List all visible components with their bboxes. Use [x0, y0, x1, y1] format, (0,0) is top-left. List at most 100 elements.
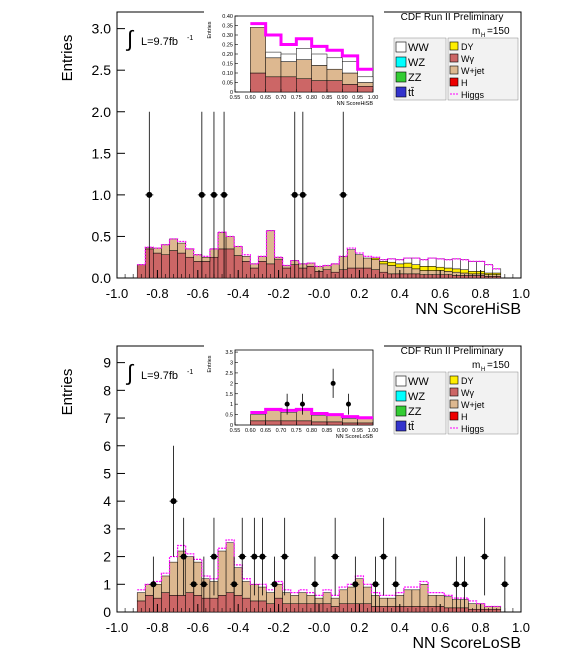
bar-wjet	[169, 561, 178, 596]
y-tick-label: 9	[103, 355, 111, 371]
bar-ww	[435, 258, 445, 268]
x-axis-title: NN ScoreHiSB	[415, 301, 521, 318]
bar-dy	[427, 266, 437, 271]
x-tick-label: 0.8	[472, 620, 490, 635]
inset-y-tick-label: 3.5	[225, 350, 233, 356]
legend-swatch-wz	[395, 56, 407, 68]
bar-dy	[387, 261, 397, 266]
x-tick-label: 0.6	[431, 620, 449, 635]
data-point	[281, 553, 288, 560]
lumi-sup: -1	[187, 35, 193, 42]
y-tick-label: 7	[103, 410, 111, 426]
y-tick-label: 0	[103, 604, 111, 620]
y-tick-label: 1.5	[92, 145, 112, 161]
bar-wjet	[419, 584, 429, 607]
bar-wjet	[355, 254, 364, 269]
inset-bar-wjet	[296, 59, 312, 79]
bar-ww	[411, 257, 421, 265]
y-tick-label: 4	[103, 493, 111, 509]
inset-bar-wgamma	[280, 76, 297, 93]
mass-label: m	[472, 360, 480, 371]
inset-bar-wjet	[357, 418, 374, 424]
bar-wjet	[201, 256, 211, 262]
inset-y-tick-label: 0.15	[222, 62, 233, 68]
legend-label-h: H	[461, 412, 468, 422]
inset-bar-wgamma	[296, 420, 312, 426]
bar-wjet	[241, 581, 251, 599]
inset-x-tick-label: 0.80	[306, 428, 317, 434]
inset-y-tick-label: 0	[230, 90, 233, 96]
integral-symbol: ∫	[125, 360, 135, 385]
y-axis-title: Entries	[59, 369, 76, 416]
bar-wjet	[443, 596, 453, 609]
legend-label-wgamma: Wγ	[461, 54, 474, 64]
x-tick-label: 0.4	[391, 620, 409, 635]
bar-wjet	[177, 242, 186, 254]
x-tick-label: -0.4	[227, 620, 249, 635]
legend-label-higgs: Higgs	[461, 90, 485, 100]
inset-bar-wjet	[342, 418, 358, 424]
y-tick-label: 1	[103, 576, 111, 592]
bar-wgamma	[217, 248, 227, 279]
bar-ww	[492, 268, 502, 274]
data-point	[501, 581, 508, 588]
bar-dy	[371, 257, 380, 260]
data-point	[291, 191, 298, 198]
bar-wjet	[161, 575, 170, 593]
lumi-sup: -1	[187, 369, 193, 376]
higgs-line	[137, 539, 501, 608]
inset-bar-wgamma	[357, 422, 374, 426]
inset-bar-ww	[311, 53, 328, 66]
bar-wjet	[217, 232, 227, 250]
bar-wjet	[298, 592, 308, 604]
legend-swatch-dy	[449, 375, 459, 385]
mass-label-sub: H	[481, 367, 485, 373]
y-tick-label: 2.5	[92, 62, 112, 78]
bar-wjet	[338, 589, 348, 604]
inset-bar-ww	[296, 48, 312, 60]
bar-dy	[460, 269, 469, 274]
inset-bar-wgamma	[265, 76, 282, 93]
bar-wjet	[387, 597, 397, 607]
inset-x-tick-label: 1.00	[368, 428, 379, 434]
bar-wjet	[314, 597, 324, 604]
inset-bar-wgamma	[250, 72, 266, 93]
legend-label-dy: DY	[461, 376, 474, 386]
bar-wjet	[136, 592, 146, 602]
bar-wjet	[282, 592, 291, 604]
x-axis-title: NN ScoreLoSB	[413, 635, 522, 652]
data-point	[352, 581, 359, 588]
inset-y-axis-title: Entries	[207, 21, 213, 38]
inset-higgs-line	[250, 407, 373, 420]
inset-bar-ww	[357, 76, 374, 83]
data-point	[221, 191, 228, 198]
bar-wgamma	[169, 250, 178, 279]
bar-wjet	[371, 259, 380, 270]
inset-bar-ww	[265, 51, 282, 59]
bar-wjet	[241, 256, 251, 262]
x-tick-label: -0.8	[146, 286, 168, 301]
x-tick-label: 0.4	[391, 286, 409, 301]
legend-label-ttbar: tt̄	[408, 421, 414, 433]
y-tick-label: 6	[103, 438, 111, 454]
inset-y-tick-label: 0.5	[225, 413, 233, 419]
bar-ww	[419, 259, 429, 267]
inset-y-tick-label: 1.5	[225, 392, 233, 398]
inset-bar-wgamma	[265, 420, 282, 426]
bar-wjet	[306, 595, 316, 604]
bar-wjet	[217, 550, 227, 596]
inset-y-tick-label: 0.05	[222, 81, 233, 87]
legend-label-zz: ZZ	[408, 72, 422, 84]
inset-y-tick-label: 0.35	[222, 24, 233, 30]
bar-wjet	[379, 597, 388, 607]
x-tick-label: 0.2	[350, 286, 368, 301]
inset-x-tick-label: 0.60	[245, 95, 256, 101]
legend-right-panel	[447, 37, 519, 101]
x-tick-label: -0.2	[267, 620, 289, 635]
inset-bar-wgamma	[311, 421, 328, 426]
legend-swatch-ww	[395, 375, 407, 387]
bar-wjet	[161, 244, 170, 255]
inset-bar-wgamma	[280, 420, 297, 426]
data-point	[332, 553, 339, 560]
